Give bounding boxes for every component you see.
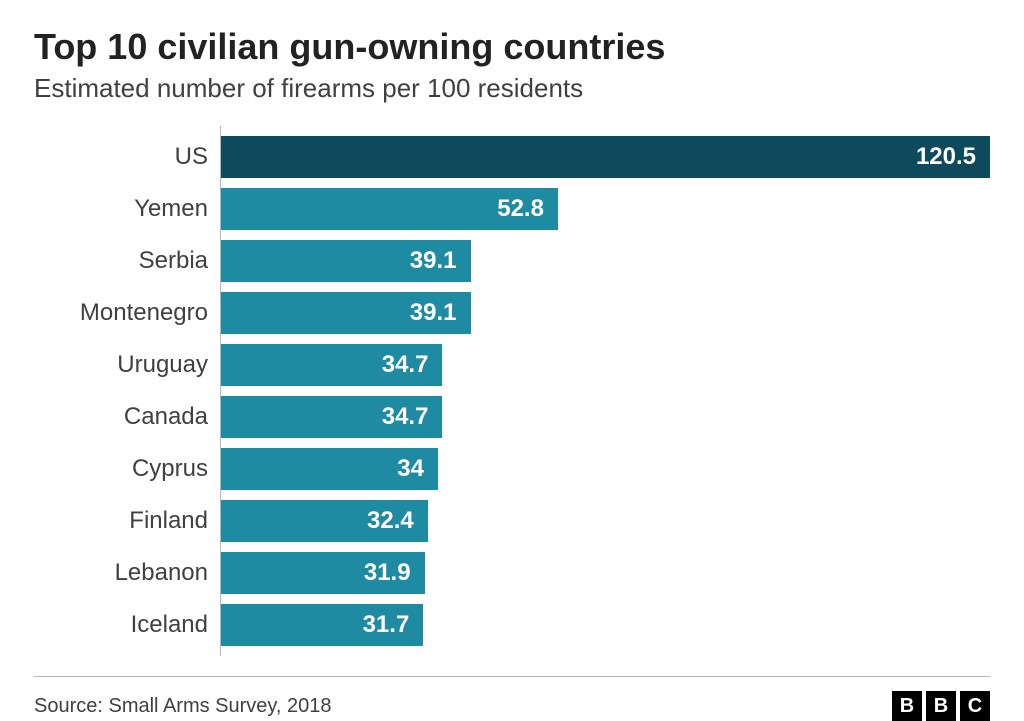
- bar-row: Canada 34.7: [34, 396, 990, 438]
- logo-block: B: [892, 691, 922, 721]
- bar-value-label: 31.9: [364, 559, 411, 587]
- category-label: US: [34, 143, 220, 171]
- category-label: Montenegro: [34, 299, 220, 327]
- bar-row: Uruguay 34.7: [34, 344, 990, 386]
- bar-value-label: 39.1: [410, 247, 457, 275]
- bar: 34.7: [221, 344, 442, 386]
- category-label: Canada: [34, 403, 220, 431]
- bar-row: US 120.5: [34, 136, 990, 178]
- bar-track: 34.7: [221, 396, 990, 438]
- chart-footer: Source: Small Arms Survey, 2018 BBC: [34, 676, 990, 721]
- bar-row: Cyprus 34: [34, 448, 990, 490]
- logo-block: C: [960, 691, 990, 721]
- bar-track: 31.9: [221, 552, 990, 594]
- bar-track: 39.1: [221, 292, 990, 334]
- bar-track: 39.1: [221, 240, 990, 282]
- category-label: Cyprus: [34, 455, 220, 483]
- bar-track: 31.7: [221, 604, 990, 646]
- category-label: Yemen: [34, 195, 220, 223]
- bar-row: Serbia 39.1: [34, 240, 990, 282]
- bar-track: 34: [221, 448, 990, 490]
- bar-row: Yemen 52.8: [34, 188, 990, 230]
- category-label: Serbia: [34, 247, 220, 275]
- bar-row: Lebanon 31.9: [34, 552, 990, 594]
- logo-block: B: [926, 691, 956, 721]
- bar-row: Montenegro 39.1: [34, 292, 990, 334]
- bar: 32.4: [221, 500, 428, 542]
- bar-track: 52.8: [221, 188, 990, 230]
- bbc-logo: BBC: [892, 691, 990, 721]
- bar-value-label: 34: [397, 455, 424, 483]
- plot-area: US120.5Yemen52.8Serbia39.1Montenegro39.1…: [220, 126, 990, 656]
- bar-chart: US 120.5 Yemen 52.8 Serbia 39.1 Montenegro 39.1…: [34, 126, 990, 656]
- category-label: Finland: [34, 507, 220, 535]
- bar-track: 120.5: [221, 136, 990, 178]
- bar-track: 34.7: [221, 344, 990, 386]
- bar-value-label: 39.1: [410, 299, 457, 327]
- bar-row: Iceland 31.7: [34, 604, 990, 646]
- bar: 39.1: [221, 292, 471, 334]
- chart-subtitle: Estimated number of firearms per 100 res…: [34, 73, 990, 104]
- category-label: Lebanon: [34, 559, 220, 587]
- bar-value-label: 120.5: [916, 143, 976, 171]
- source-text: Source: Small Arms Survey, 2018: [34, 695, 332, 718]
- bar: 52.8: [221, 188, 558, 230]
- chart-title: Top 10 civilian gun-owning countries: [34, 26, 990, 67]
- bar-value-label: 31.7: [363, 611, 410, 639]
- bar: 39.1: [221, 240, 471, 282]
- bar-value-label: 34.7: [382, 351, 429, 379]
- bar: 34.7: [221, 396, 442, 438]
- bar: 34: [221, 448, 438, 490]
- bar: 31.9: [221, 552, 425, 594]
- category-label: Uruguay: [34, 351, 220, 379]
- bar-value-label: 52.8: [497, 195, 544, 223]
- bar-value-label: 34.7: [382, 403, 429, 431]
- bar-value-label: 32.4: [367, 507, 414, 535]
- bar-track: 32.4: [221, 500, 990, 542]
- bar: 31.7: [221, 604, 423, 646]
- bar-row: Finland 32.4: [34, 500, 990, 542]
- category-label: Iceland: [34, 611, 220, 639]
- bar: 120.5: [221, 136, 990, 178]
